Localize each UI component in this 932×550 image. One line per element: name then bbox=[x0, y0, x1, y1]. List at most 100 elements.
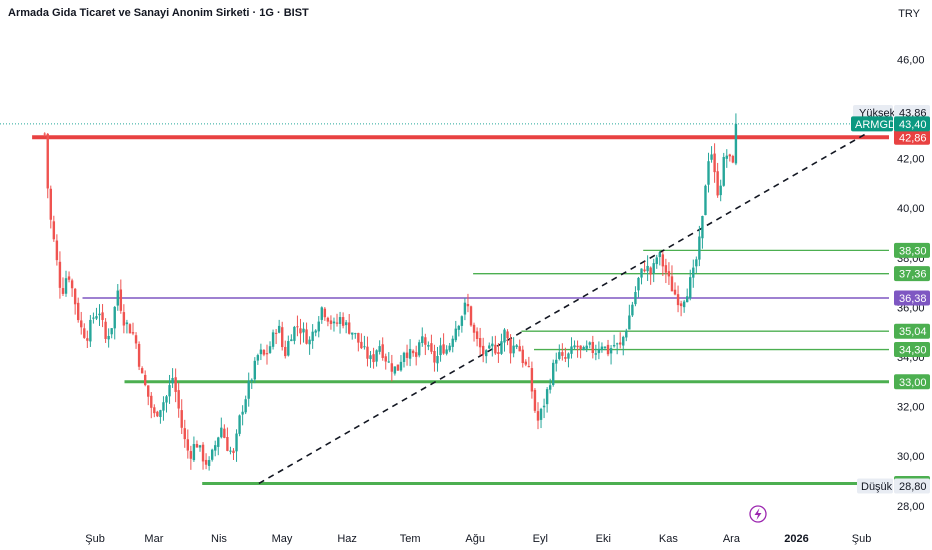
candle-down bbox=[576, 345, 579, 348]
candle-down bbox=[390, 363, 394, 372]
ticker-badge: ARMGD bbox=[855, 119, 896, 131]
candle-up bbox=[162, 402, 165, 411]
candle-up bbox=[628, 315, 631, 330]
candle-up bbox=[393, 366, 397, 374]
candle-up bbox=[439, 345, 442, 356]
level-price-tag-bg bbox=[894, 374, 930, 390]
event-markers bbox=[749, 505, 767, 523]
x-tick-label: Ağu bbox=[465, 533, 485, 545]
candle-down bbox=[101, 312, 104, 320]
candle-up bbox=[244, 399, 247, 413]
candle-up bbox=[214, 445, 217, 451]
candle-up bbox=[89, 319, 92, 342]
candle-down bbox=[83, 328, 86, 338]
candle-up bbox=[207, 460, 211, 466]
high-value-tag-bg bbox=[894, 104, 930, 120]
candle-down bbox=[676, 294, 680, 306]
candle-up bbox=[95, 316, 98, 319]
candle-up bbox=[290, 339, 293, 342]
candle-up bbox=[545, 389, 549, 405]
candle-down bbox=[262, 349, 266, 355]
candle-up bbox=[351, 332, 354, 335]
trendline[interactable] bbox=[258, 133, 867, 485]
level-price-tag: 42,86 bbox=[899, 132, 927, 144]
x-tick-label: Şub bbox=[85, 533, 105, 545]
candle-down bbox=[606, 344, 610, 355]
candle-up bbox=[658, 252, 661, 258]
candle-down bbox=[536, 411, 540, 421]
candle-up bbox=[253, 360, 257, 380]
level-price-tag: 35,04 bbox=[899, 326, 927, 338]
candle-down bbox=[55, 240, 59, 261]
candle-down bbox=[670, 276, 674, 292]
candle-down bbox=[564, 357, 567, 359]
candle-down bbox=[494, 344, 497, 354]
candle-up bbox=[503, 329, 506, 343]
candle-down bbox=[43, 133, 46, 135]
candle-down bbox=[481, 345, 485, 355]
candle-down bbox=[643, 269, 646, 272]
candle-down bbox=[104, 321, 107, 339]
candle-up bbox=[552, 362, 555, 385]
x-tick-label: May bbox=[272, 533, 293, 545]
candle-up bbox=[704, 185, 707, 216]
candle-up bbox=[682, 301, 686, 308]
trendline-layer bbox=[258, 133, 867, 485]
candle-up bbox=[655, 257, 658, 265]
candle-down bbox=[177, 390, 180, 409]
level-price-tag-bg bbox=[894, 290, 930, 306]
candle-down bbox=[619, 342, 622, 345]
candle-up bbox=[488, 345, 491, 349]
candle-down bbox=[52, 221, 56, 240]
candle-up bbox=[210, 449, 214, 460]
candle-down bbox=[424, 337, 427, 345]
candle-down bbox=[348, 322, 351, 334]
low-value-tag-bg bbox=[894, 478, 930, 494]
candle-up bbox=[567, 353, 570, 359]
currency-label: TRY bbox=[898, 8, 920, 20]
candle-up bbox=[701, 216, 704, 239]
candle-up bbox=[454, 328, 457, 341]
candle-up bbox=[485, 350, 488, 357]
price-tags: 42,8638,3037,3636,3835,0434,3033,0028,90… bbox=[851, 104, 930, 494]
candle-up bbox=[594, 353, 598, 355]
candle-down bbox=[442, 344, 445, 354]
candle-down bbox=[533, 389, 537, 411]
candle-up bbox=[320, 307, 323, 320]
candle-down bbox=[372, 354, 375, 363]
candle-down bbox=[396, 364, 400, 371]
candle-down bbox=[661, 254, 665, 267]
candle-down bbox=[76, 302, 80, 321]
candle-down bbox=[281, 327, 284, 348]
candle-down bbox=[579, 345, 582, 349]
y-tick-label: 32,00 bbox=[897, 402, 925, 414]
y-tick-label: 30,00 bbox=[897, 451, 925, 463]
candle-up bbox=[354, 333, 357, 335]
candle-down bbox=[305, 329, 308, 344]
candle-down bbox=[189, 451, 193, 459]
last-price-tag: 43,40 bbox=[899, 119, 927, 131]
candle-up bbox=[192, 444, 196, 461]
candle-down bbox=[466, 303, 470, 307]
lightning-icon[interactable] bbox=[749, 505, 767, 523]
candle-down bbox=[119, 289, 123, 311]
candle-up bbox=[448, 345, 451, 351]
candle-down bbox=[204, 459, 208, 465]
candle-down bbox=[728, 154, 732, 157]
candle-down bbox=[360, 341, 363, 349]
candle-up bbox=[719, 185, 722, 196]
candle-down bbox=[649, 267, 652, 275]
candle-up bbox=[418, 342, 421, 356]
level-price-tag-bg bbox=[894, 342, 930, 358]
candle-down bbox=[521, 349, 524, 364]
candle-down bbox=[506, 331, 509, 339]
candle-down bbox=[667, 271, 671, 277]
candle-down bbox=[137, 343, 141, 367]
candle-down bbox=[713, 153, 716, 173]
candle-up bbox=[460, 316, 464, 326]
candle-up bbox=[271, 332, 275, 347]
candle-up bbox=[159, 410, 162, 418]
candle-down bbox=[70, 280, 74, 289]
candle-down bbox=[518, 346, 521, 352]
